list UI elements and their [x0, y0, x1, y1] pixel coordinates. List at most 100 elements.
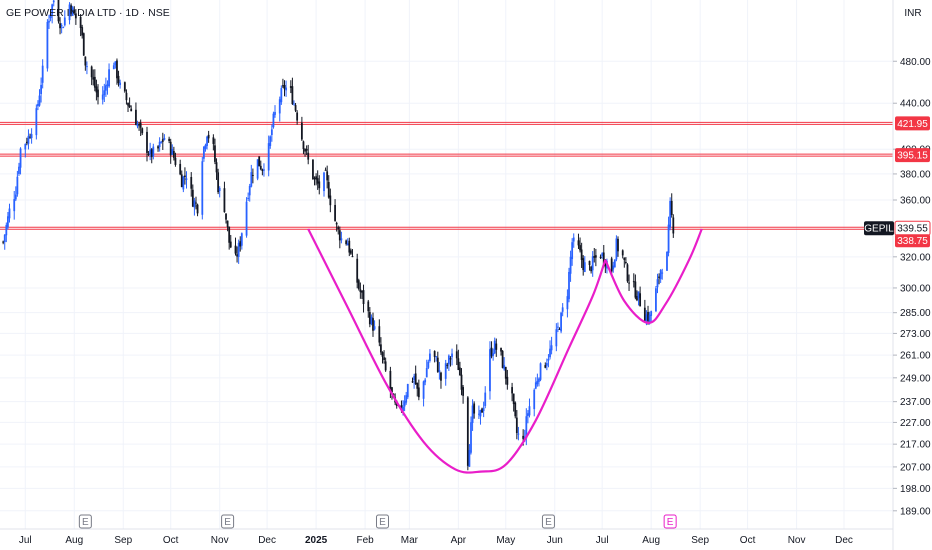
candle-body — [326, 171, 329, 181]
candle-body — [615, 238, 618, 260]
candle-body — [545, 363, 548, 366]
earnings-marker-label: E — [545, 517, 552, 528]
candle-body — [185, 178, 188, 180]
candle-body — [429, 353, 431, 361]
candle-body — [536, 380, 539, 385]
y-tick-label: 198.00 — [900, 484, 931, 495]
candle-body — [514, 402, 517, 417]
candle-body — [35, 108, 38, 136]
y-tick-label: 273.00 — [900, 329, 931, 340]
candle-body — [160, 141, 163, 143]
candle-body — [285, 87, 287, 91]
candle-body — [29, 137, 31, 139]
candle-body — [37, 104, 39, 107]
candle-body — [51, 4, 54, 15]
candle-body — [670, 200, 673, 215]
candle-body — [136, 123, 139, 127]
earnings-marker[interactable] — [663, 514, 677, 529]
candle-body — [346, 243, 349, 246]
y-tick-label: 237.00 — [900, 397, 931, 408]
candle-body — [338, 230, 341, 241]
candle-body — [302, 141, 305, 150]
candle-body — [158, 141, 161, 148]
candle-body — [304, 148, 306, 152]
candle-body — [92, 77, 95, 80]
candle-body — [357, 280, 360, 289]
candle-body — [447, 355, 450, 365]
earnings-marker[interactable] — [541, 514, 555, 529]
candle-body — [557, 326, 559, 328]
candle-body — [501, 350, 504, 368]
candle-body — [473, 403, 476, 414]
candle-body — [599, 256, 602, 259]
candle-body — [46, 21, 49, 69]
candle-body — [449, 358, 452, 360]
y-tick-label: 380.00 — [900, 169, 931, 180]
candle-body — [313, 178, 316, 180]
candle-body — [411, 381, 414, 383]
candle-body — [406, 384, 409, 398]
candle-body — [522, 435, 525, 439]
candle-body — [270, 129, 273, 135]
candle-body — [345, 240, 348, 245]
candle-body — [359, 289, 362, 293]
candle-body — [19, 148, 22, 168]
candle-body — [240, 233, 243, 246]
x-tick-label: Jul — [596, 535, 609, 546]
candle-body — [560, 312, 562, 332]
candle-body — [549, 348, 551, 358]
earnings-marker[interactable] — [221, 514, 235, 529]
candle-body — [101, 94, 104, 100]
candle-body — [383, 357, 385, 361]
candle-body — [427, 361, 430, 368]
candle-body — [451, 353, 453, 358]
time-axis[interactable]: Jul Aug Sep Oct Nov Dec 2025 Feb Mar Apr May Jun Jul… — [19, 535, 853, 546]
candle-body — [440, 372, 442, 381]
candle-body — [149, 149, 152, 154]
y-tick-label: 480.00 — [900, 57, 931, 68]
earnings-marker[interactable] — [78, 514, 92, 529]
candle-body — [612, 265, 615, 270]
candle-body — [180, 174, 183, 188]
candle-body — [436, 357, 439, 372]
candle-body — [139, 122, 142, 128]
earnings-marker-label: E — [667, 517, 674, 528]
candle-body — [103, 90, 106, 96]
candle-body — [86, 66, 88, 68]
x-tick-label: Aug — [642, 535, 660, 546]
candle-body — [256, 159, 259, 179]
x-tick-label: Nov — [788, 535, 806, 546]
candle-body — [52, 0, 55, 3]
candle-body — [8, 208, 11, 219]
candle-body — [150, 149, 153, 158]
currency-label: INR — [904, 8, 921, 19]
candle-body — [348, 240, 351, 253]
candle-body — [590, 266, 593, 272]
candle-body — [389, 370, 392, 390]
x-tick-label: Oct — [163, 535, 179, 546]
candle-body — [572, 237, 575, 242]
level-price-tag — [895, 148, 930, 163]
x-tick-label: Apr — [451, 535, 467, 546]
candle-body — [263, 169, 265, 171]
candle-body — [318, 181, 321, 189]
candles — [2, 0, 675, 471]
x-tick-label: Dec — [258, 535, 276, 546]
earnings-marker[interactable] — [375, 514, 389, 529]
candle-body — [294, 105, 297, 111]
candle-body — [555, 329, 558, 347]
candle-body — [468, 450, 471, 467]
candle-body — [403, 401, 406, 407]
candle-body — [7, 216, 9, 228]
candle-body — [643, 307, 646, 321]
y-tick-label: 320.00 — [900, 252, 931, 263]
candle-body — [147, 153, 150, 155]
candle-body — [163, 137, 166, 140]
candle-body — [119, 82, 122, 85]
candle-body — [128, 105, 131, 108]
candle-body — [658, 276, 660, 279]
y-tick-label: 189.00 — [900, 506, 931, 517]
